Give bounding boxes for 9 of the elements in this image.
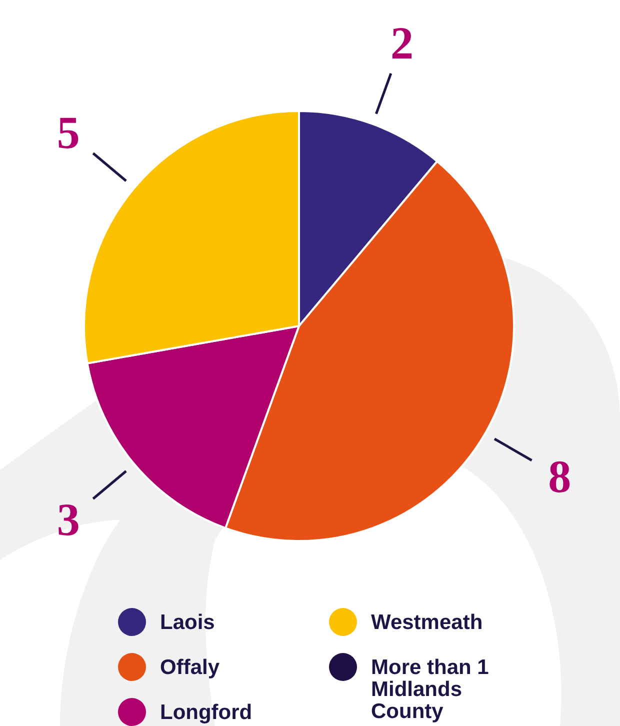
legend-label: Offaly xyxy=(160,656,220,678)
legend-label: Westmeath xyxy=(371,610,483,634)
legend-label: Laois xyxy=(160,610,215,634)
data-label: 8 xyxy=(548,451,572,502)
data-label: 5 xyxy=(56,107,80,158)
legend-label: More than 1 Midlands County xyxy=(371,656,490,722)
data-label: 2 xyxy=(390,18,414,69)
data-label: 3 xyxy=(56,494,80,545)
legend-label: Longford xyxy=(160,700,252,724)
